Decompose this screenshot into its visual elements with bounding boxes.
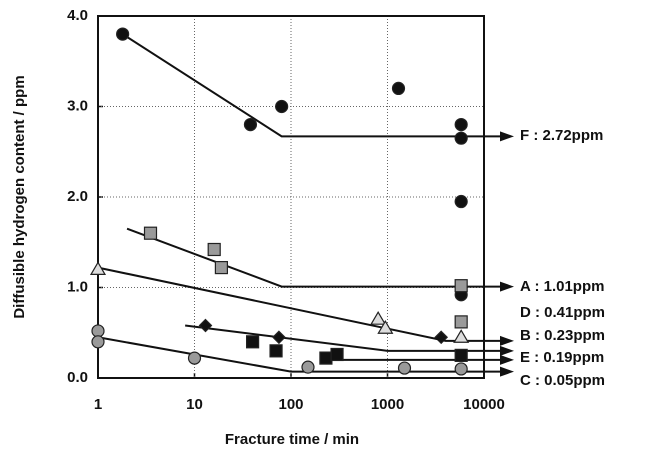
arrow-head bbox=[500, 281, 514, 292]
trend-label: C : 0.05ppm bbox=[520, 372, 605, 389]
data-point bbox=[143, 226, 158, 240]
data-point bbox=[454, 362, 468, 376]
y-axis-label: Diffusible hydrogen content / ppm bbox=[11, 75, 28, 318]
data-point bbox=[454, 348, 468, 362]
trend-line bbox=[97, 266, 462, 342]
arrow-head bbox=[500, 335, 514, 346]
trend-line bbox=[185, 324, 462, 352]
x-tick-label: 1 bbox=[94, 396, 102, 413]
data-point bbox=[207, 242, 221, 257]
x-axis-label: Fracture time / min bbox=[225, 431, 359, 448]
data-point bbox=[89, 261, 107, 275]
x-tick-label: 1000 bbox=[371, 396, 404, 413]
data-point bbox=[330, 347, 344, 362]
data-point bbox=[454, 131, 468, 145]
data-point bbox=[269, 344, 283, 358]
y-tick-label: 4.0 bbox=[67, 7, 88, 24]
data-point bbox=[453, 329, 470, 343]
y-tick-label: 1.0 bbox=[67, 278, 88, 295]
data-point bbox=[391, 81, 406, 96]
y-tick-label: 0.0 bbox=[67, 369, 88, 386]
arrow-head bbox=[500, 354, 514, 365]
trend-label: D : 0.41ppm bbox=[520, 304, 605, 321]
data-point bbox=[319, 351, 333, 365]
trend-label: B : 0.23ppm bbox=[520, 327, 605, 344]
data-point bbox=[243, 117, 258, 132]
data-point bbox=[377, 320, 394, 334]
x-tick-label: 100 bbox=[278, 396, 303, 413]
data-point bbox=[116, 27, 130, 41]
x-tick-label: 10000 bbox=[463, 396, 505, 413]
arrow-head bbox=[500, 345, 514, 356]
trend-label: F : 2.72ppm bbox=[520, 127, 603, 144]
data-point bbox=[397, 361, 412, 375]
plot-frame bbox=[97, 15, 485, 379]
data-point bbox=[454, 279, 468, 293]
y-tick-label: 3.0 bbox=[67, 97, 88, 114]
arrow-head bbox=[500, 366, 514, 377]
data-point bbox=[370, 310, 387, 325]
data-point bbox=[187, 351, 202, 365]
data-point bbox=[245, 335, 260, 349]
data-point bbox=[198, 318, 213, 333]
arrow-head bbox=[500, 131, 514, 142]
y-tick-label: 2.0 bbox=[67, 188, 88, 205]
trend-line bbox=[126, 227, 462, 288]
data-point bbox=[91, 335, 105, 349]
trend-label: E : 0.19ppm bbox=[520, 349, 604, 366]
data-point bbox=[272, 330, 286, 345]
x-tick-label: 10 bbox=[186, 396, 203, 413]
data-point bbox=[301, 360, 315, 374]
data-point bbox=[454, 117, 468, 132]
data-point bbox=[275, 99, 289, 114]
trend-label: A : 1.01ppm bbox=[520, 278, 604, 295]
data-point bbox=[454, 194, 468, 209]
data-point bbox=[214, 260, 228, 275]
data-point bbox=[91, 324, 105, 338]
data-point bbox=[454, 315, 468, 329]
trend-line bbox=[122, 33, 462, 138]
